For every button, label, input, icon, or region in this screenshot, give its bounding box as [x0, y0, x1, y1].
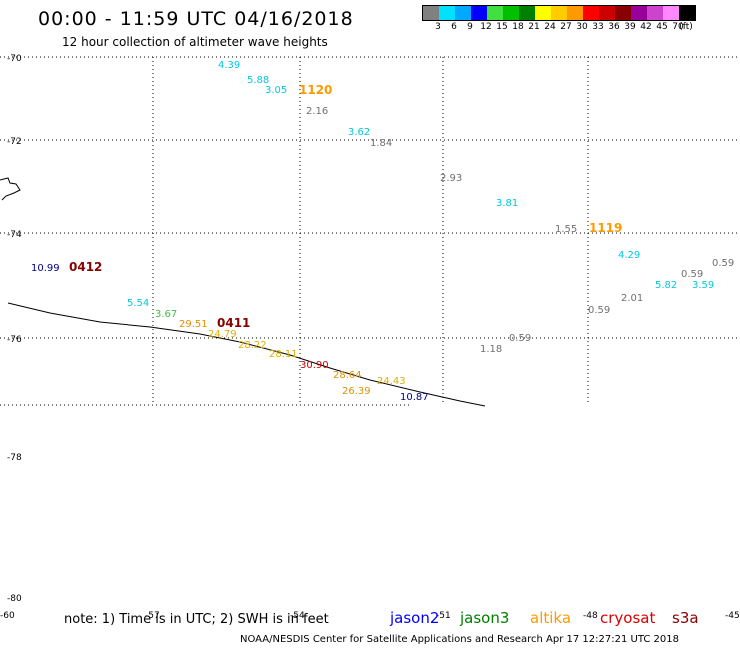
- wave-height-label: 10.87: [400, 392, 429, 403]
- sat-s3a: s3a: [672, 609, 699, 627]
- legend-swatch: [519, 6, 535, 20]
- latitude-label: -70: [7, 54, 22, 64]
- longitude-label: -45: [725, 611, 740, 621]
- legend-swatch: [487, 6, 503, 20]
- wave-height-label: 2.01: [621, 293, 643, 304]
- legend-swatch: [551, 6, 567, 20]
- wave-height-label: 5.82: [655, 280, 677, 291]
- wave-height-label: 5.54: [127, 298, 149, 309]
- coastline: [0, 177, 21, 201]
- wave-height-label: 1.55: [555, 224, 577, 235]
- latitude-label: -74: [7, 230, 22, 240]
- wave-height-label: 0.59: [681, 269, 703, 280]
- wave-height-label: 3.05: [265, 85, 287, 96]
- legend-label: 45: [656, 22, 668, 32]
- units-note: note: 1) Time is in UTC; 2) SWH is in fe…: [64, 612, 329, 627]
- latitude-label: -80: [7, 594, 22, 604]
- legend-swatch: [471, 6, 487, 20]
- wave-height-label: 28.11: [269, 349, 298, 360]
- longitude-label: -48: [583, 611, 598, 621]
- ice-shelf-edge: [7, 302, 486, 407]
- legend-swatch: [647, 6, 663, 20]
- longitude-label: -51: [436, 611, 451, 621]
- legend-label: 21: [528, 22, 540, 32]
- legend-swatch: [455, 6, 471, 20]
- sat-cryosat: cryosat: [600, 609, 656, 627]
- latitude-label: -72: [7, 137, 22, 147]
- legend-label: 18: [512, 22, 524, 32]
- credit-line: NOAA/NESDIS Center for Satellite Applica…: [240, 634, 679, 645]
- legend-swatch: [535, 6, 551, 20]
- color-legend: [422, 5, 696, 21]
- orbit-number-label: 1119: [589, 221, 622, 235]
- legend-swatch: [439, 6, 455, 20]
- wave-height-label: 0.59: [588, 305, 610, 316]
- sat-jason2: jason2: [390, 609, 440, 627]
- longitude-label: -54: [290, 611, 305, 621]
- wave-height-label: 3.81: [496, 198, 518, 209]
- wave-height-label: 2.93: [440, 173, 462, 184]
- legend-swatch: [599, 6, 615, 20]
- legend-swatch: [503, 6, 519, 20]
- sat-altika: altika: [530, 609, 572, 627]
- wave-height-label: 10.99: [31, 263, 60, 274]
- map-title: 00:00 - 11:59 UTC 04/16/2018: [38, 8, 354, 30]
- orbit-number-label: 1120: [299, 83, 332, 97]
- map-subtitle: 12 hour collection of altimeter wave hei…: [62, 35, 328, 49]
- wave-height-label: 3.67: [155, 309, 177, 320]
- longitude-label: -57: [145, 611, 160, 621]
- legend-label: 6: [451, 22, 457, 32]
- legend-label: 42: [640, 22, 652, 32]
- wave-height-label: 1.18: [480, 344, 502, 355]
- legend-swatch: [423, 6, 439, 20]
- latitude-label: -76: [7, 335, 22, 345]
- legend-label: 36: [608, 22, 620, 32]
- latitude-label: -78: [7, 453, 22, 463]
- wave-height-label: 4.29: [618, 250, 640, 261]
- wave-height-label: 0.59: [509, 333, 531, 344]
- wave-height-label: 3.59: [692, 280, 714, 291]
- wave-height-label: 26.39: [342, 386, 371, 397]
- wave-height-label: 0.59: [712, 258, 734, 269]
- wave-height-label: 24.79: [208, 329, 237, 340]
- orbit-number-label: 0412: [69, 260, 102, 274]
- wave-height-label: 30.90: [300, 360, 329, 371]
- legend-label: 39: [624, 22, 636, 32]
- legend-label: 30: [576, 22, 588, 32]
- wave-height-label: 28.64: [333, 370, 362, 381]
- wave-height-label: 1.84: [370, 138, 392, 149]
- legend-label: 9: [467, 22, 473, 32]
- wave-height-label: 3.62: [348, 127, 370, 138]
- legend-swatch: [615, 6, 631, 20]
- wave-height-label: 28.22: [238, 340, 267, 351]
- legend-label: 27: [560, 22, 572, 32]
- wave-height-label: 5.88: [247, 75, 269, 86]
- orbit-number-label: 0411: [217, 316, 250, 330]
- graticule: [0, 56, 740, 406]
- legend-swatch: [663, 6, 679, 20]
- wave-height-label: 29.51: [179, 319, 208, 330]
- legend-swatch: [631, 6, 647, 20]
- legend-label: 15: [496, 22, 508, 32]
- legend-swatch: [567, 6, 583, 20]
- legend-swatch: [679, 6, 695, 20]
- longitude-label: -60: [0, 611, 15, 621]
- legend-label: 3: [435, 22, 441, 32]
- legend-label: 70: [672, 22, 684, 32]
- legend-swatch: [583, 6, 599, 20]
- legend-label: (ft): [679, 22, 693, 32]
- legend-label: 24: [544, 22, 556, 32]
- color-legend-labels: 3 6 9 12 15 18 21 24 27 30 33 36 39 42 45 70 (ft): [422, 22, 740, 34]
- sat-jason3: jason3: [460, 609, 510, 627]
- wave-height-label: 4.39: [218, 60, 240, 71]
- wave-height-label: 2.16: [306, 106, 328, 117]
- legend-label: 12: [480, 22, 492, 32]
- legend-label: 33: [592, 22, 604, 32]
- wave-height-label: 24.43: [377, 376, 406, 387]
